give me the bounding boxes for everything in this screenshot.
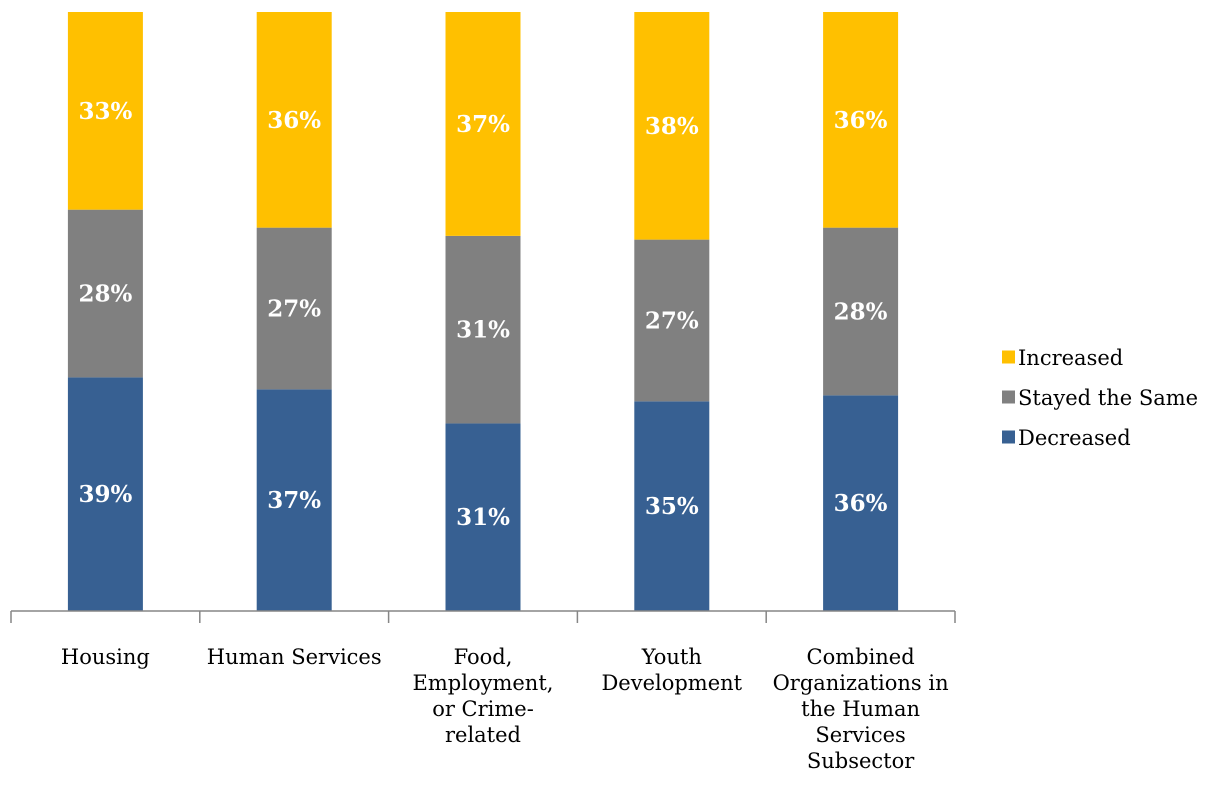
legend-swatch-stayed-the-same <box>1002 390 1015 404</box>
bar-decreased-3 <box>445 423 521 611</box>
data-label-decreased-4: 35% <box>645 493 699 520</box>
data-label-stayed-the-same-4: 27% <box>645 307 699 334</box>
bar-decreased-2 <box>256 389 332 611</box>
bar-stayed-the-same-4 <box>634 239 710 402</box>
bar-decreased-1 <box>67 377 143 611</box>
bar-increased-2 <box>256 12 332 228</box>
legend-swatch-decreased <box>1002 430 1015 444</box>
legend-item-increased: Increased <box>1002 346 1123 370</box>
category-label-1: Housing <box>61 645 150 669</box>
bar-decreased-4 <box>634 401 710 611</box>
category-labels: Housing Human Services Food, Employment, or … <box>61 645 949 773</box>
category-label-4: Youth Development <box>601 645 742 695</box>
bar-increased-4 <box>634 12 710 240</box>
data-label-increased-2: 36% <box>267 107 321 134</box>
data-label-stayed-the-same-5: 28% <box>834 299 888 326</box>
data-label-stayed-the-same-2: 27% <box>267 296 321 323</box>
category-label-5: Combined Organizations in the Human Service… <box>773 645 949 773</box>
data-label-stayed-the-same-1: 28% <box>78 281 132 308</box>
bar-stayed-the-same-2 <box>256 227 332 390</box>
data-label-decreased-2: 37% <box>267 487 321 514</box>
bar-stayed-the-same-5 <box>823 227 899 396</box>
legend-label-stayed-the-same: Stayed the Same <box>1018 386 1198 410</box>
legend-item-decreased: Decreased <box>1002 426 1131 450</box>
legend-label-increased: Increased <box>1018 346 1123 370</box>
data-label-decreased-5: 36% <box>834 490 888 517</box>
data-label-increased-4: 38% <box>645 113 699 140</box>
category-label-2: Human Services <box>207 645 382 669</box>
x-axis <box>10 610 956 623</box>
legend-label-decreased: Decreased <box>1018 426 1131 450</box>
bar-increased-5 <box>823 12 899 228</box>
bars-group: 39% 28% 33% 37% 27% 36% 31% 31% 37% 35% 27% 38% 36% 2… <box>67 12 899 611</box>
legend-item-stayed-the-same: Stayed the Same <box>1002 386 1198 410</box>
bar-increased-1 <box>67 12 143 210</box>
data-label-decreased-1: 39% <box>78 481 132 508</box>
bar-stayed-the-same-3 <box>445 235 521 424</box>
bar-stayed-the-same-1 <box>67 209 143 378</box>
data-label-stayed-the-same-3: 31% <box>456 317 510 344</box>
data-label-increased-1: 33% <box>78 98 132 125</box>
data-label-decreased-3: 31% <box>456 504 510 531</box>
category-label-3: Food, Employment, or Crime-related <box>413 645 554 747</box>
legend: Increased Stayed the Same Decreased <box>1002 346 1198 450</box>
bar-increased-3 <box>445 12 521 236</box>
data-label-increased-5: 36% <box>834 107 888 134</box>
bar-decreased-5 <box>823 395 899 611</box>
data-label-increased-3: 37% <box>456 111 510 138</box>
legend-swatch-increased <box>1002 350 1015 364</box>
